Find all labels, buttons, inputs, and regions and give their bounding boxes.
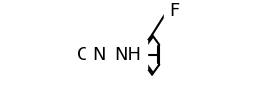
Text: NH: NH (114, 46, 142, 64)
Text: N: N (92, 46, 105, 64)
Text: F: F (169, 2, 179, 20)
Text: O: O (77, 46, 91, 64)
